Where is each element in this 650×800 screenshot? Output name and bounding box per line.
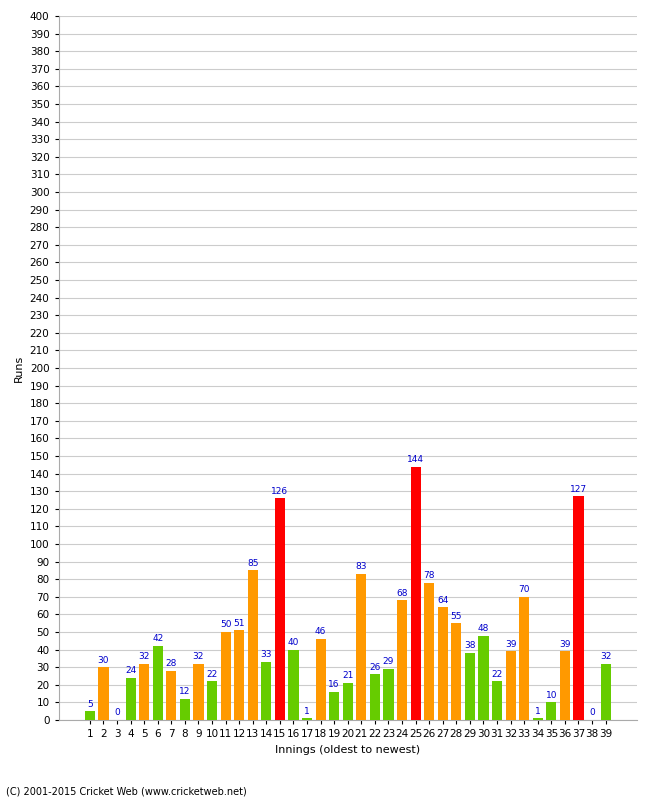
Text: 32: 32 [138, 652, 150, 661]
X-axis label: Innings (oldest to newest): Innings (oldest to newest) [275, 745, 421, 754]
Text: 26: 26 [369, 662, 381, 672]
Text: 32: 32 [600, 652, 611, 661]
Y-axis label: Runs: Runs [14, 354, 24, 382]
Bar [601, 664, 611, 720]
Bar [329, 692, 339, 720]
Bar [356, 574, 367, 720]
Bar [234, 630, 244, 720]
Text: 0: 0 [589, 708, 595, 718]
Text: 28: 28 [166, 659, 177, 668]
Text: 42: 42 [152, 634, 163, 643]
Text: 29: 29 [383, 658, 394, 666]
Text: 78: 78 [423, 571, 435, 580]
Text: 51: 51 [233, 618, 245, 627]
Text: 85: 85 [247, 558, 259, 568]
Bar [207, 682, 217, 720]
Bar [506, 651, 515, 720]
Bar [384, 669, 393, 720]
Text: 126: 126 [271, 486, 289, 495]
Bar [261, 662, 272, 720]
Text: (C) 2001-2015 Cricket Web (www.cricketweb.net): (C) 2001-2015 Cricket Web (www.cricketwe… [6, 786, 247, 796]
Text: 5: 5 [87, 699, 93, 709]
Bar [465, 653, 475, 720]
Bar [478, 635, 489, 720]
Text: 70: 70 [519, 585, 530, 594]
Bar [532, 718, 543, 720]
Bar [289, 650, 298, 720]
Text: 55: 55 [450, 611, 462, 621]
Bar [275, 498, 285, 720]
Text: 0: 0 [114, 708, 120, 718]
Bar [560, 651, 570, 720]
Text: 10: 10 [545, 690, 557, 700]
Text: 68: 68 [396, 589, 408, 598]
Bar [166, 670, 176, 720]
Text: 24: 24 [125, 666, 136, 675]
Text: 40: 40 [288, 638, 299, 647]
Bar [424, 582, 434, 720]
Text: 64: 64 [437, 596, 448, 605]
Bar [519, 597, 529, 720]
Bar [125, 678, 136, 720]
Text: 46: 46 [315, 627, 326, 637]
Bar [451, 623, 462, 720]
Text: 144: 144 [407, 455, 424, 464]
Text: 50: 50 [220, 620, 231, 630]
Bar [437, 607, 448, 720]
Text: 12: 12 [179, 687, 190, 696]
Text: 33: 33 [261, 650, 272, 659]
Bar [84, 711, 95, 720]
Bar [343, 683, 353, 720]
Text: 21: 21 [342, 671, 354, 680]
Text: 127: 127 [570, 485, 587, 494]
Bar [139, 664, 150, 720]
Bar [153, 646, 163, 720]
Text: 30: 30 [98, 655, 109, 665]
Bar [193, 664, 203, 720]
Text: 16: 16 [328, 680, 340, 690]
Bar [302, 718, 312, 720]
Text: 1: 1 [304, 706, 310, 715]
Text: 39: 39 [559, 640, 571, 649]
Text: 48: 48 [478, 624, 489, 633]
Bar [492, 682, 502, 720]
Text: 32: 32 [193, 652, 204, 661]
Text: 38: 38 [464, 642, 476, 650]
Bar [397, 600, 407, 720]
Bar [220, 632, 231, 720]
Bar [180, 699, 190, 720]
Bar [98, 667, 109, 720]
Bar [411, 466, 421, 720]
Text: 1: 1 [535, 706, 541, 715]
Text: 83: 83 [356, 562, 367, 571]
Bar [573, 497, 584, 720]
Text: 22: 22 [491, 670, 502, 678]
Text: 39: 39 [505, 640, 516, 649]
Text: 22: 22 [207, 670, 218, 678]
Bar [248, 570, 258, 720]
Bar [315, 639, 326, 720]
Bar [546, 702, 556, 720]
Bar [370, 674, 380, 720]
